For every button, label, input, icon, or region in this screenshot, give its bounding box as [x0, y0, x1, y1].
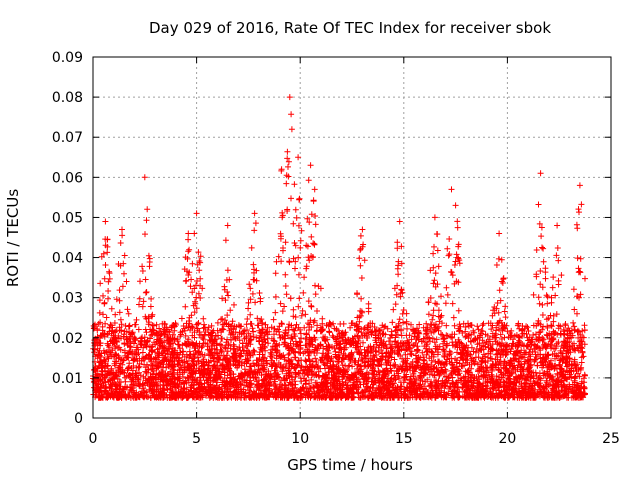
y-tick-label: 0.05 [52, 210, 83, 226]
y-tick-label: 0.09 [52, 50, 83, 66]
y-tick-label: 0.08 [52, 90, 83, 106]
y-tick-label: 0 [74, 411, 83, 427]
axis-ticks [92, 56, 612, 419]
x-tick-label: 5 [192, 431, 201, 447]
plot-border [92, 56, 612, 419]
x-tick-label: 25 [602, 431, 620, 447]
y-tick-label: 0.04 [52, 251, 83, 267]
tick-labels: 0 0.01 0.02 0.03 0.04 0.05 0.06 0.07 0.08 0.09 0 5 1… [52, 50, 620, 447]
y-tick-label: 0.07 [52, 130, 83, 146]
x-axis-label: GPS time / hours [287, 456, 413, 474]
y-tick-label: 0.06 [52, 170, 83, 186]
y-tick-label: 0.03 [52, 291, 83, 307]
x-tick-label: 0 [89, 431, 98, 447]
y-tick-label: 0.02 [52, 331, 83, 347]
data-point [90, 94, 588, 401]
y-tick-label: 0.01 [52, 371, 83, 387]
y-axis-label: ROTI / TECUs [4, 189, 22, 287]
x-tick-label: 10 [291, 431, 309, 447]
data-points [90, 94, 588, 401]
chart-title: Day 029 of 2016, Rate Of TEC Index for r… [149, 19, 551, 37]
x-tick-label: 20 [498, 431, 516, 447]
x-tick-label: 15 [395, 431, 413, 447]
